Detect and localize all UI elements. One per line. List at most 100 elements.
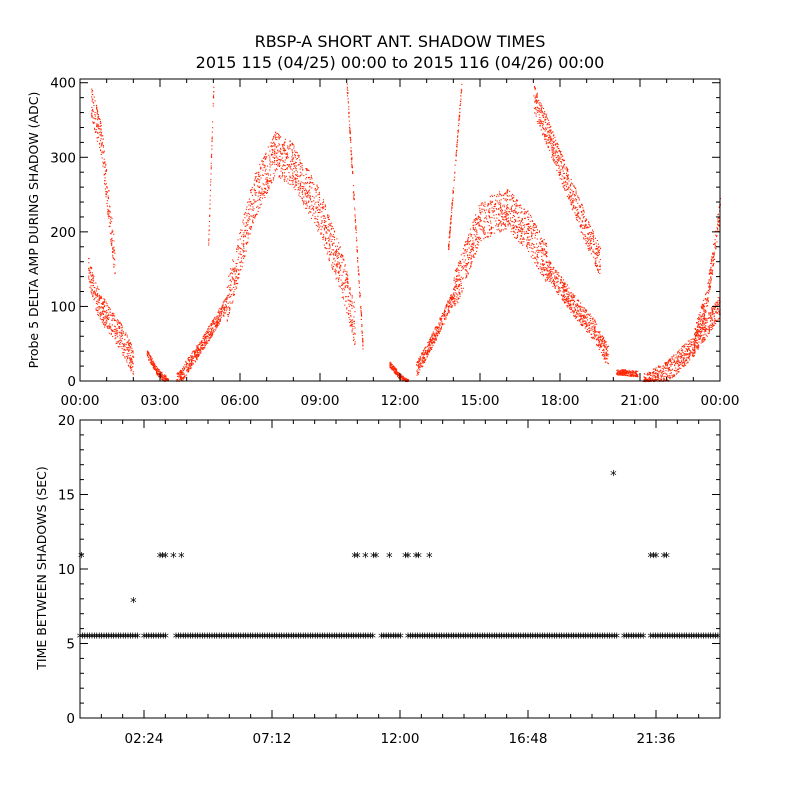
- point: [212, 331, 214, 333]
- point: [306, 205, 308, 207]
- point: [593, 338, 595, 340]
- point: [116, 341, 118, 343]
- point: [265, 158, 267, 160]
- point: [131, 351, 134, 353]
- point: [201, 349, 203, 351]
- point: [299, 168, 301, 170]
- point: [325, 220, 327, 222]
- point: [532, 226, 534, 228]
- point: [533, 230, 535, 232]
- point: [586, 323, 588, 325]
- point: [212, 121, 214, 123]
- point: [89, 281, 91, 283]
- point: [284, 161, 286, 163]
- point: [576, 307, 579, 309]
- point: [583, 316, 585, 318]
- point: [499, 200, 501, 202]
- point: [301, 198, 303, 200]
- point: [459, 261, 462, 263]
- point: [184, 375, 186, 377]
- point: [576, 315, 578, 317]
- point: [479, 209, 481, 211]
- point: [318, 193, 320, 195]
- point: [212, 319, 215, 321]
- point: [125, 344, 127, 346]
- point: [204, 342, 206, 344]
- point: [94, 290, 96, 292]
- point: [292, 176, 294, 178]
- point: [361, 335, 363, 337]
- point: [469, 254, 471, 256]
- point: [534, 224, 536, 226]
- point: [479, 218, 481, 221]
- point: [206, 342, 208, 344]
- point: [422, 356, 424, 358]
- point: [605, 353, 607, 355]
- point: [158, 371, 160, 373]
- point: [216, 324, 218, 326]
- point: [496, 200, 498, 202]
- point: [506, 206, 508, 208]
- point: [423, 357, 425, 359]
- point: [275, 133, 277, 135]
- point: [116, 321, 118, 323]
- point: [100, 296, 102, 298]
- point: [438, 332, 440, 334]
- point: [286, 152, 288, 154]
- point: [570, 307, 572, 309]
- point: [594, 330, 596, 332]
- point: [213, 91, 215, 93]
- point: [119, 321, 121, 323]
- point: [296, 174, 298, 176]
- point: [546, 270, 548, 272]
- point: [536, 256, 539, 258]
- point: [596, 343, 598, 345]
- point: [499, 193, 501, 195]
- point: [455, 284, 457, 286]
- point: [594, 328, 596, 330]
- point: [99, 316, 101, 318]
- point: [466, 276, 468, 278]
- point: [95, 288, 98, 290]
- point: [566, 293, 568, 295]
- point: [437, 334, 439, 336]
- point: [546, 256, 548, 258]
- point: [569, 303, 572, 305]
- point: [258, 207, 260, 209]
- point: [98, 125, 100, 127]
- point: [261, 189, 263, 191]
- point: [526, 247, 529, 249]
- point: [216, 326, 218, 328]
- point: [208, 326, 210, 328]
- point: [510, 209, 513, 211]
- point: [607, 350, 609, 352]
- point: [99, 142, 101, 144]
- point: [519, 242, 521, 244]
- point: [342, 256, 344, 258]
- point: [546, 252, 548, 254]
- point: [489, 196, 491, 198]
- point: [337, 280, 340, 282]
- point: [359, 294, 361, 296]
- point: [419, 366, 421, 369]
- point: [534, 226, 536, 228]
- point: [210, 336, 212, 338]
- point: [100, 313, 102, 315]
- point: [213, 318, 215, 320]
- point: [190, 365, 192, 367]
- point: [556, 270, 558, 272]
- point: [454, 176, 456, 178]
- point: [396, 373, 399, 375]
- point: [513, 230, 515, 232]
- point: [226, 296, 228, 298]
- point: [594, 322, 596, 324]
- point: [325, 226, 327, 228]
- point: [106, 310, 108, 312]
- point: [358, 273, 360, 275]
- point: [156, 367, 158, 369]
- point: [441, 320, 443, 322]
- point: [247, 241, 249, 243]
- point: [468, 234, 470, 236]
- point: [390, 368, 392, 370]
- point: [284, 165, 286, 167]
